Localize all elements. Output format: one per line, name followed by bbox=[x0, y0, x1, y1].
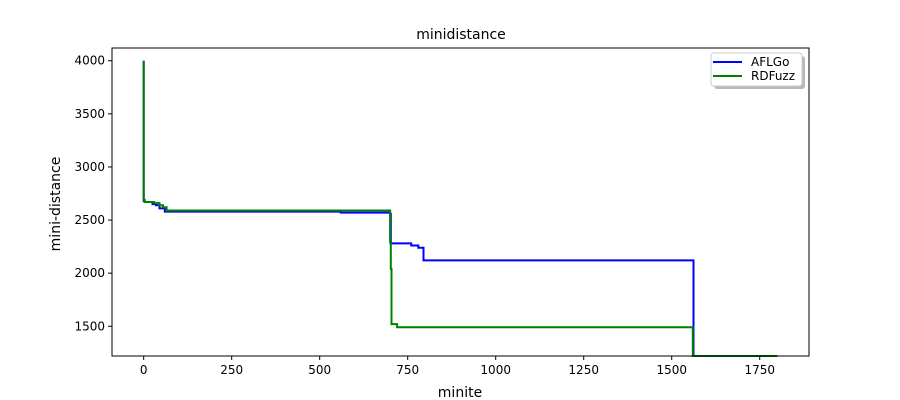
x-axis-label: minite bbox=[438, 385, 482, 400]
plot-frame bbox=[111, 47, 810, 357]
y-tick-label: 2000 bbox=[74, 266, 105, 280]
x-tick-label: 0 bbox=[140, 363, 148, 377]
x-tick-label: 250 bbox=[220, 363, 243, 377]
x-axis: 0 250 500 750 1000 1250 1500 1750 bbox=[140, 356, 775, 377]
y-tick-label: 4000 bbox=[74, 54, 105, 68]
y-axis: 1500 2000 2500 3000 3500 4000 bbox=[74, 54, 112, 333]
legend-label-rdfuzz: RDFuzz bbox=[751, 69, 795, 83]
x-tick-label: 500 bbox=[308, 363, 331, 377]
y-axis-label: mini-distance bbox=[48, 157, 64, 252]
x-tick-label: 1250 bbox=[568, 363, 599, 377]
x-tick-label: 1000 bbox=[480, 363, 511, 377]
x-tick-label: 1500 bbox=[656, 363, 687, 377]
series-line-rdfuzz bbox=[142, 60, 778, 357]
y-tick-label: 1500 bbox=[74, 319, 105, 333]
chart-title: minidistance bbox=[416, 27, 506, 43]
y-tick-label: 3000 bbox=[74, 160, 105, 174]
x-tick-label: 1750 bbox=[744, 363, 775, 377]
y-tick-label: 3500 bbox=[74, 107, 105, 121]
legend-label-aflgo: AFLGo bbox=[751, 55, 789, 69]
x-tick-label: 750 bbox=[396, 363, 419, 377]
series-layer bbox=[142, 60, 778, 357]
y-tick-label: 2500 bbox=[74, 213, 105, 227]
